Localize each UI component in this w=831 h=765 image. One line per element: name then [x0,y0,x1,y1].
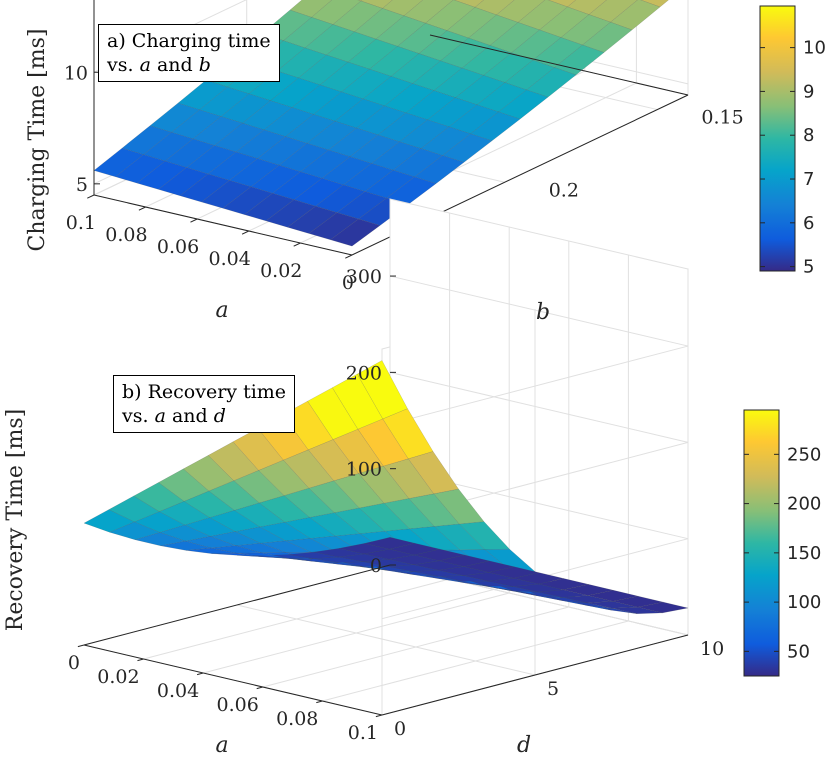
z-tick-label: 5 [76,174,88,196]
panel-a-annotation: a) Charging time vs. a and b [98,24,280,82]
axis-line [83,644,383,716]
colorbar-tick-label: 50 [787,641,810,662]
colorbar-tick-label: 9 [803,81,814,102]
panel-a-colorbar: 5 6 7 8 9 10 [759,5,826,278]
colorbar-tick-label: 250 [787,444,821,465]
x-tick [190,218,198,223]
panel-a-annotation-line2: vs. a and b [107,53,271,77]
x-tick-label: 0.02 [97,666,139,688]
panel-a-annotation-line1: a) Charging time [107,30,271,52]
surface-patch [83,509,135,533]
colorbar-tick-label: 8 [803,125,814,146]
panel-b-xlabel: a [215,733,228,758]
y-tick-label: 0.2 [549,179,579,201]
panel-a-annotation-and: and [156,54,193,76]
panel-a-zlabel: Charging Time [ms] [25,29,50,252]
axis-line [381,634,689,716]
axis-line [83,564,391,646]
z-tick-label: 10 [64,62,88,84]
panel-a-xlabel: a [215,298,228,323]
x-tick [196,672,204,676]
x-tick-label: 0 [342,272,354,294]
colorbar-tick-label: 6 [803,213,814,234]
y-tick-label: 10 [700,638,724,660]
x-tick [137,658,144,662]
gridline-floor-v [236,604,536,676]
panel-b-annotation-line2: vs. a and d [122,404,286,428]
panel-b-zlabel: Recovery Time [ms] [3,409,28,631]
surface-patch [330,218,381,247]
axis-line [93,194,353,256]
panel-b-ylabel: d [517,733,531,758]
colorbar-tick-label: 5 [803,257,814,278]
colorbar-tick-label: 100 [787,592,821,613]
x-tick-label: 0.1 [66,212,96,234]
x-tick-label: 0.02 [260,260,302,282]
x-tick [77,644,85,648]
x-tick-label: 0.06 [157,236,199,258]
x-tick [316,700,323,704]
x-tick-label: 0.1 [348,722,378,744]
panel-b-annotation-line1: b) Recovery time [122,381,287,403]
panel-b-annotation-vs: vs. [122,405,149,427]
panel-b-annotation-var1: a [154,405,166,427]
gridline-z [381,345,689,427]
x-tick-label: 0.06 [216,694,258,716]
x-tick-label: 0 [68,652,80,674]
x-tick [256,686,263,690]
y-tick-label: 0.15 [701,107,743,129]
x-tick-label: 0.08 [276,708,318,730]
panel-b-annotation-and: and [171,405,208,427]
x-tick [138,206,146,211]
z-tick-label: 200 [346,362,382,384]
panel-a-annotation-vs: vs. [107,54,134,76]
gridline-z [389,275,689,347]
x-tick [87,194,95,199]
panel-b-annotation-var2: d [213,405,226,427]
panel-b-colorbar: 50 100 150 200 250 [743,409,821,677]
z-tick-label: 0 [370,555,382,577]
colorbar-tick-label: 200 [787,494,821,515]
z-tick-label: 100 [346,459,382,481]
y-tick-label: 5 [547,678,559,700]
panel-a-annotation-var2: b [198,54,211,76]
panel-b-surface [83,360,689,614]
x-tick-label: 0.04 [208,248,250,270]
x-tick-label: 0.04 [157,680,199,702]
panel-a-annotation-var1: a [139,54,151,76]
colorbar-tick-label: 10 [803,38,826,59]
panel-b-axes [83,564,689,716]
colorbar-tick-label: 150 [787,543,821,564]
panel-a-surface [93,0,669,247]
y-tick-label: 0 [394,718,406,740]
colorbar-tick-label: 7 [803,169,814,190]
x-tick-label: 0.08 [105,224,147,246]
axis-line [429,34,689,96]
x-tick [293,242,301,247]
x-tick [345,254,353,259]
panel-a-ylabel: b [536,300,550,325]
gridline-z [389,371,689,443]
x-tick [375,714,383,718]
panel-b-annotation: b) Recovery time vs. a and d [113,375,296,433]
z-tick-label: 300 [346,266,382,288]
x-tick [241,230,250,235]
